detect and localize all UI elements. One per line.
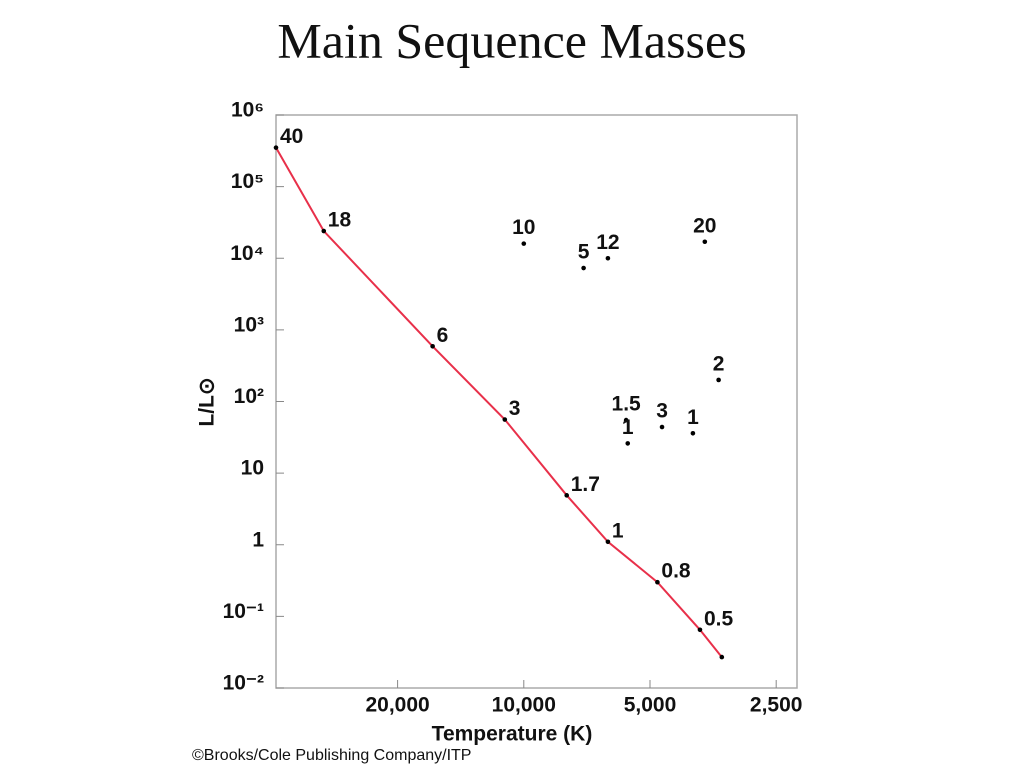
mass-label: 5 [578, 241, 590, 264]
y-tick-label: 10³ [234, 313, 264, 336]
y-tick-label: 10⁶ [231, 99, 264, 122]
star-point [623, 417, 629, 423]
credit: ©Brooks/Cole Publishing Company/ITP [192, 747, 471, 764]
mass-label: 18 [328, 209, 352, 232]
star-point [581, 265, 586, 271]
star-point [321, 228, 327, 234]
x-axis-label: Temperature (K) [432, 723, 593, 746]
mass-label: 1 [612, 519, 624, 542]
star-point [697, 627, 703, 633]
star-point [564, 493, 570, 498]
star-point [702, 239, 708, 245]
star-point [273, 145, 279, 150]
y-tick-label: 10⁴ [230, 242, 264, 265]
mass-label: 10 [512, 216, 535, 239]
x-tick-label: 2,500 [750, 694, 803, 717]
x-tick-label: 20,000 [365, 694, 429, 717]
mass-label: 6 [437, 324, 449, 347]
mass-label: 3 [656, 400, 668, 423]
mass-label: 20 [693, 214, 716, 237]
star-point [502, 417, 508, 422]
y-axis-label: L/L⊙ [196, 377, 219, 426]
mass-label: 1 [687, 406, 699, 429]
y-tick-label: 10⁻² [223, 672, 264, 695]
x-tick-label: 5,000 [624, 694, 677, 717]
y-tick-label: 10 [241, 457, 264, 480]
plot-frame [275, 114, 798, 689]
y-tick-label: 10² [234, 385, 264, 408]
chart-title: Main Sequence Masses [277, 12, 746, 68]
mass-label: 1.5 [612, 393, 642, 416]
star-point [605, 255, 611, 261]
mass-label: 12 [596, 231, 619, 254]
mass-label: 0.5 [704, 607, 734, 630]
star-point [521, 241, 527, 246]
mass-label: 1.7 [571, 473, 600, 496]
star-point [690, 430, 696, 436]
star-point [655, 579, 660, 585]
star-point [659, 424, 665, 430]
mass-label: 3 [509, 397, 521, 420]
mass-label: 2 [713, 352, 725, 375]
mass-label: 1 [622, 416, 634, 439]
mass-label: 0.8 [661, 560, 691, 583]
star-point [430, 343, 435, 349]
mass-label: 40 [280, 125, 303, 148]
y-tick-label: 10⁵ [231, 170, 264, 193]
star-point [605, 539, 611, 545]
star-point [625, 441, 631, 446]
y-tick-label: 1 [252, 528, 264, 551]
x-tick-label: 10,000 [492, 694, 556, 717]
star-point [716, 377, 721, 383]
y-tick-label: 10⁻¹ [223, 600, 264, 623]
star-point [719, 654, 725, 660]
